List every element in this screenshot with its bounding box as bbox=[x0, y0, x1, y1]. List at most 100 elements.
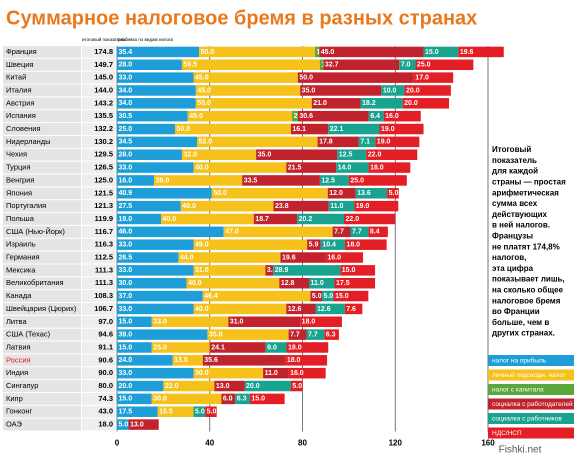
segment-label: 22.1 bbox=[330, 126, 344, 133]
bar-segment bbox=[358, 136, 376, 148]
row-background bbox=[3, 71, 81, 84]
total-background bbox=[82, 405, 115, 418]
bar-segment bbox=[117, 149, 182, 160]
category-label: Словения bbox=[6, 124, 41, 133]
segment-label: 35.0 bbox=[302, 87, 316, 94]
row-background bbox=[3, 367, 81, 380]
segment-label: 52.0 bbox=[198, 139, 212, 146]
legend-label: НДС/НСП bbox=[492, 430, 522, 437]
note-line: не платят 174,8% bbox=[492, 242, 560, 251]
bar-segment bbox=[172, 355, 203, 366]
bar-segment bbox=[178, 252, 281, 263]
segment-label: 49.0 bbox=[195, 242, 209, 249]
bar-segment bbox=[319, 175, 349, 186]
segment-label: 12.5 bbox=[339, 152, 353, 159]
bar-segment bbox=[344, 303, 363, 315]
bar-segment bbox=[199, 46, 316, 58]
bar-segment bbox=[195, 98, 312, 109]
note-line: эта цифра bbox=[492, 264, 534, 273]
segment-label: 33.0 bbox=[119, 306, 133, 313]
total-background bbox=[82, 71, 115, 84]
bar-segment bbox=[117, 419, 129, 430]
bar-segment bbox=[344, 239, 387, 250]
segment-label: 6.3 bbox=[326, 331, 336, 338]
bar-segment bbox=[413, 72, 454, 83]
category-label: Италия bbox=[6, 85, 32, 94]
bar-segment bbox=[297, 72, 414, 83]
segment-label: 50.0 bbox=[197, 100, 211, 107]
segment-label: 19.6 bbox=[460, 49, 474, 56]
bar-segment bbox=[207, 329, 289, 340]
bar-segment bbox=[205, 406, 217, 417]
category-label: Индия bbox=[6, 368, 28, 377]
bar-segment bbox=[174, 123, 291, 135]
segment-label: 7.6 bbox=[346, 306, 356, 313]
bar-segment bbox=[193, 303, 287, 315]
total-label: 97.0 bbox=[98, 317, 113, 326]
total-label: 108.3 bbox=[94, 291, 113, 300]
bar-segment bbox=[117, 46, 200, 58]
segment-label: 32.7 bbox=[325, 62, 339, 69]
segment-label: 12.8 bbox=[281, 280, 295, 287]
bar-segment bbox=[117, 367, 194, 379]
row-background bbox=[3, 328, 81, 341]
total-background bbox=[82, 123, 115, 135]
total-background bbox=[82, 161, 115, 174]
bar-segment bbox=[193, 265, 266, 276]
bar-segment bbox=[117, 226, 224, 238]
segment-label: 20.0 bbox=[406, 87, 420, 94]
segment-label: 16.1 bbox=[292, 126, 306, 133]
segment-label: 40.0 bbox=[163, 216, 177, 223]
bar-segment bbox=[320, 239, 345, 250]
category-label: Германия bbox=[6, 253, 40, 262]
bar-segment bbox=[288, 329, 307, 340]
segment-label: 9.0 bbox=[267, 344, 277, 351]
segment-label: 5.0 bbox=[119, 421, 129, 428]
segment-label: 18.0 bbox=[346, 242, 360, 249]
bar-segment bbox=[223, 226, 333, 238]
segment-label: 12.6 bbox=[288, 306, 302, 313]
segment-label: 37.0 bbox=[119, 293, 133, 300]
total-label: 116.7 bbox=[95, 227, 113, 236]
row-background bbox=[3, 148, 81, 161]
segment-label: 12.0 bbox=[329, 190, 343, 197]
bar-segment bbox=[360, 98, 403, 109]
segment-label: 27.5 bbox=[119, 203, 133, 210]
bar-segment bbox=[196, 136, 318, 148]
bar-segment bbox=[285, 355, 328, 366]
total-label: 135.5 bbox=[94, 111, 113, 120]
bar-segment bbox=[328, 200, 355, 212]
bar-segment bbox=[117, 98, 196, 109]
bar-segment bbox=[286, 162, 337, 173]
segment-label: 45.0 bbox=[195, 74, 209, 81]
bar-segment bbox=[117, 85, 196, 96]
bar-segment bbox=[315, 303, 345, 315]
row-background bbox=[3, 251, 81, 264]
segment-label: 34.5 bbox=[119, 139, 133, 146]
segment-label: 18.0 bbox=[288, 344, 302, 351]
bar-segment bbox=[181, 149, 257, 160]
segment-label: 8.4 bbox=[370, 229, 380, 236]
total-label: 111.3 bbox=[95, 265, 113, 274]
bar-segment bbox=[319, 59, 324, 71]
note-line: во Франции bbox=[492, 307, 540, 316]
bar-segment bbox=[383, 110, 421, 122]
segment-label: 10.0 bbox=[383, 87, 397, 94]
total-background bbox=[82, 200, 115, 213]
x-tick-label: 120 bbox=[389, 439, 403, 448]
legend-label: личный подоходн. налог bbox=[492, 371, 566, 379]
segment-label: 33.0 bbox=[119, 164, 133, 171]
total-label: 119.9 bbox=[95, 214, 113, 223]
total-background bbox=[82, 213, 115, 225]
segment-label: 11.0 bbox=[310, 280, 323, 287]
bar-segment bbox=[202, 290, 311, 302]
x-tick-label: 40 bbox=[205, 439, 214, 448]
bar-segment bbox=[117, 316, 152, 328]
segment-label: 18.0 bbox=[287, 357, 301, 364]
segment-label: 50.0 bbox=[213, 190, 227, 197]
segment-label: 18.2 bbox=[362, 100, 376, 107]
row-background bbox=[3, 405, 81, 418]
bar-segment bbox=[117, 239, 194, 250]
bar-segment bbox=[324, 329, 339, 340]
